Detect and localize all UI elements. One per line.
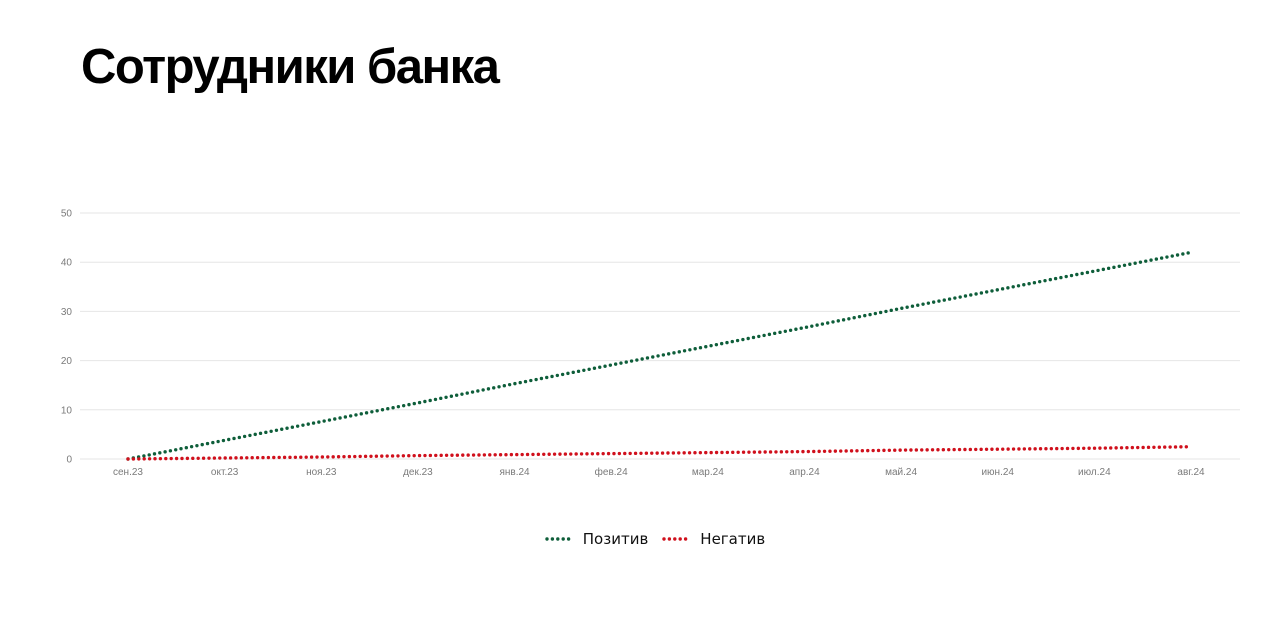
x-tick-label: июл.24	[1078, 467, 1111, 478]
y-tick-label: 30	[61, 307, 73, 318]
series-line-positive	[126, 250, 1193, 461]
y-tick-label: 0	[66, 455, 72, 466]
x-tick-label: мар.24	[692, 467, 724, 478]
page-title: Сотрудники банка	[81, 40, 500, 94]
x-axis-ticks: сен.23 окт.23 ноя.23 дек.23 янв.24 фев.24 мар.…	[113, 466, 1205, 478]
x-tick-label: апр.24	[789, 467, 820, 478]
legend-item-negative[interactable]: Негатив	[662, 530, 765, 548]
chart-series	[126, 250, 1193, 461]
x-tick-label: май.24	[885, 467, 917, 478]
legend-swatch-negative	[662, 537, 693, 541]
y-axis-ticks: 0 10 20 30 40 50	[61, 209, 73, 466]
y-tick-label: 50	[61, 209, 73, 220]
y-tick-label: 10	[61, 405, 73, 416]
x-tick-label: окт.23	[211, 467, 239, 478]
x-tick-label: ноя.23	[306, 467, 337, 478]
x-tick-label: авг.24	[1177, 467, 1205, 478]
x-tick-label: янв.24	[499, 467, 530, 478]
legend-label-positive: Позитив	[582, 530, 649, 548]
x-tick-label: сен.23	[113, 467, 143, 478]
legend-label-negative: Негатив	[700, 530, 766, 548]
legend-swatch-positive	[545, 537, 575, 541]
x-tick-label: июн.24	[981, 467, 1014, 478]
series-line-negative	[126, 445, 1193, 461]
chart-grid	[80, 212, 1240, 460]
y-tick-label: 40	[61, 258, 73, 269]
x-tick-label: дек.23	[403, 467, 433, 478]
legend-item-positive[interactable]: Позитив	[545, 530, 649, 548]
chart-legend: Позитив Негатив	[0, 530, 1280, 548]
x-tick-label: фев.24	[595, 466, 628, 478]
y-tick-label: 20	[61, 356, 73, 367]
